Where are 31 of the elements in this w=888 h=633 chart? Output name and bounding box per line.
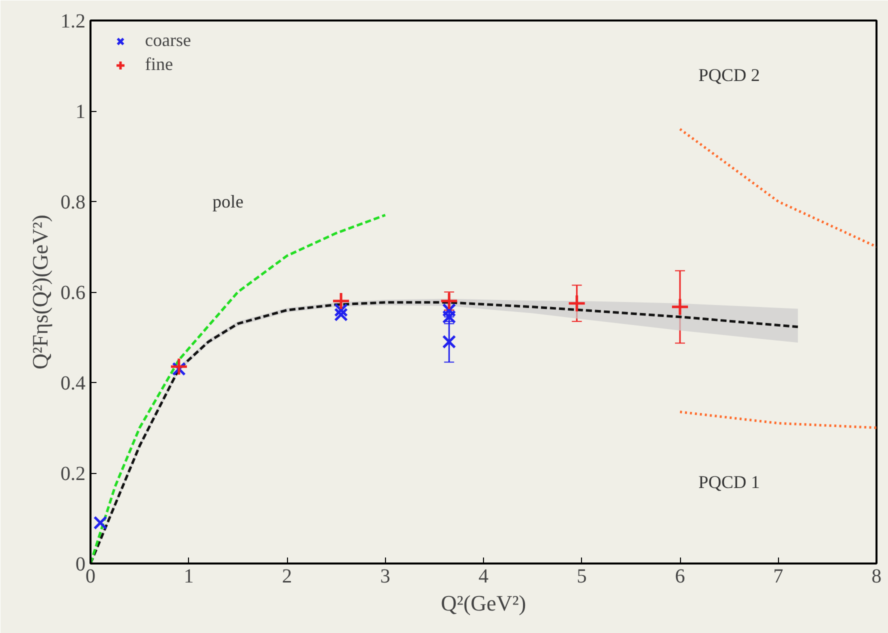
legend-label: fine xyxy=(145,54,173,75)
point xyxy=(334,308,348,322)
annotation: PQCD 2 xyxy=(698,64,760,85)
point xyxy=(568,294,586,313)
y-tick-label: 1 xyxy=(76,101,86,123)
y-axis-title: Q²Fηs(Q²)(GeV²) xyxy=(28,214,52,370)
x-tick-label: 4 xyxy=(478,566,488,588)
point xyxy=(440,292,458,310)
line-series xyxy=(90,214,386,564)
x-tick-label: 8 xyxy=(872,566,882,588)
point xyxy=(442,334,456,349)
legend-label: coarse xyxy=(145,30,191,51)
x-tick-label: 6 xyxy=(675,566,685,588)
x-tick-label: 5 xyxy=(576,566,587,588)
y-tick-label: 0.8 xyxy=(60,192,86,214)
point xyxy=(670,298,690,316)
point xyxy=(334,303,348,318)
x-tick-label: 2 xyxy=(282,566,292,588)
y-tick-label: 1.2 xyxy=(60,10,86,32)
x-tick-label: 3 xyxy=(380,566,390,588)
y-tick-label: 0.4 xyxy=(60,372,86,394)
y-tick-label: 0.2 xyxy=(60,463,86,485)
annotation: PQCD 1 xyxy=(698,472,760,492)
x-tick-label: 1 xyxy=(184,566,194,588)
point xyxy=(170,357,188,376)
y-tick-label: 0.6 xyxy=(60,282,86,304)
point xyxy=(332,292,350,310)
x-axis-title: Q²(GeV²) xyxy=(440,590,526,616)
point xyxy=(93,516,108,530)
x-tick-label: 7 xyxy=(773,566,784,588)
annotation: pole xyxy=(212,192,244,212)
